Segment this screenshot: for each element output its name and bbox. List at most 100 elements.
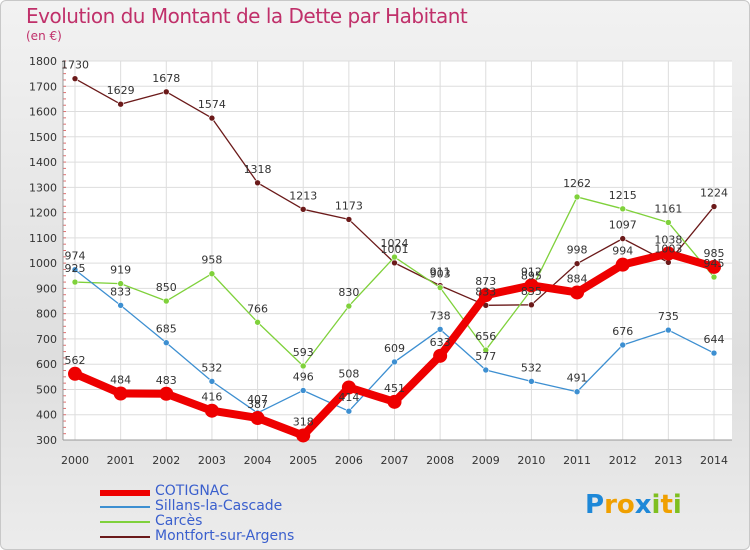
data-point: [482, 366, 490, 374]
data-label: 387: [247, 398, 268, 411]
data-label: 945: [704, 257, 725, 270]
legend-item-cotignac: COTIGNAC: [100, 483, 340, 499]
data-label: 1678: [152, 72, 180, 85]
legend-label-cotignac: COTIGNAC: [155, 483, 229, 499]
data-point: [665, 326, 672, 334]
data-point: [117, 280, 124, 287]
x-tick-label: 2012: [609, 454, 637, 467]
legend-swatch-sillans: [100, 506, 150, 508]
data-label: 1318: [244, 163, 272, 176]
x-tick-label: 2008: [426, 454, 454, 467]
data-label: 994: [612, 245, 633, 258]
data-label: 1262: [563, 177, 591, 190]
data-point: [387, 394, 402, 409]
data-point: [665, 219, 672, 226]
data-point: [254, 318, 261, 326]
data-label: 562: [65, 354, 86, 367]
logo-letter: t: [660, 490, 673, 520]
logo-letter: P: [585, 490, 605, 520]
y-tick-label: 1300: [29, 181, 57, 194]
data-point: [710, 273, 718, 281]
data-point: [208, 114, 216, 122]
legend-label-montfort: Montfort-sur-Argens: [155, 528, 295, 544]
data-point: [710, 203, 718, 210]
x-tick-label: 2002: [152, 454, 180, 467]
data-label: 483: [156, 374, 177, 387]
logo-letter: i: [672, 490, 682, 520]
data-label: 1038: [654, 234, 682, 247]
data-point: [391, 259, 398, 267]
chart-subtitle: (en €): [26, 29, 62, 43]
data-label: 919: [110, 264, 131, 277]
data-point: [296, 428, 311, 443]
data-label: 1001: [381, 243, 409, 256]
data-label: 407: [247, 393, 268, 406]
data-point: [71, 278, 79, 286]
legend-swatch-montfort: [100, 536, 150, 538]
y-tick-label: 900: [36, 282, 57, 295]
data-label: 998: [567, 244, 588, 257]
data-point: [68, 366, 82, 381]
data-label: 496: [293, 370, 314, 383]
x-tick-label: 2014: [700, 454, 728, 467]
data-point: [436, 284, 444, 291]
data-label: 895: [521, 270, 542, 283]
y-tick-label: 1800: [29, 55, 57, 68]
legend-item-sillans: Sillans-la-Cascade: [100, 498, 340, 514]
data-point: [345, 302, 353, 310]
data-label: 1024: [381, 237, 409, 250]
y-tick-label: 1600: [29, 106, 57, 119]
data-label: 830: [338, 286, 359, 299]
data-label: 833: [110, 285, 131, 298]
data-label: 656: [475, 330, 496, 343]
logo-letter: o: [616, 490, 635, 520]
data-label: 738: [430, 309, 451, 322]
y-tick-label: 1500: [29, 131, 57, 144]
data-point: [113, 386, 128, 401]
x-tick-label: 2010: [517, 454, 545, 467]
data-point: [162, 339, 170, 347]
data-point: [162, 88, 170, 96]
data-label: 925: [65, 262, 86, 275]
data-label: 911: [430, 266, 451, 279]
data-label: 1629: [107, 84, 135, 97]
data-point: [71, 266, 79, 274]
data-label: 532: [521, 361, 542, 374]
data-label: 577: [475, 350, 496, 363]
data-label: 1213: [289, 189, 317, 202]
data-point: [615, 257, 630, 272]
data-label: 593: [293, 346, 314, 359]
data-label: 884: [567, 272, 588, 285]
data-point: [204, 403, 219, 418]
data-label: 491: [567, 372, 588, 385]
data-label: 974: [65, 250, 86, 263]
data-label: 1161: [654, 202, 682, 215]
data-label: 685: [156, 323, 177, 336]
x-tick-label: 2006: [335, 454, 363, 467]
data-point: [71, 75, 79, 82]
data-point: [619, 205, 627, 213]
data-point: [159, 386, 174, 401]
chart-title: Evolution du Montant de la Dette par Hab…: [26, 4, 468, 28]
data-label: 1097: [609, 219, 637, 232]
legend-swatch-carces: [100, 521, 150, 523]
data-point: [299, 206, 307, 213]
y-tick-label: 1400: [29, 156, 57, 169]
y-tick-label: 600: [36, 358, 57, 371]
data-label: 633: [430, 336, 451, 349]
data-point: [391, 358, 398, 366]
data-point: [528, 378, 535, 385]
data-point: [710, 349, 718, 357]
data-point: [341, 380, 356, 395]
x-tick-label: 2001: [107, 454, 135, 467]
data-point: [254, 179, 261, 187]
y-tick-label: 1700: [29, 80, 57, 93]
data-point: [433, 348, 448, 363]
legend-label-sillans: Sillans-la-Cascade: [155, 498, 283, 514]
y-tick-label: 500: [36, 383, 57, 396]
data-label: 766: [247, 302, 268, 315]
data-label: 985: [704, 247, 725, 260]
data-label: 873: [475, 275, 496, 288]
data-point: [391, 253, 398, 261]
data-point: [117, 100, 124, 108]
